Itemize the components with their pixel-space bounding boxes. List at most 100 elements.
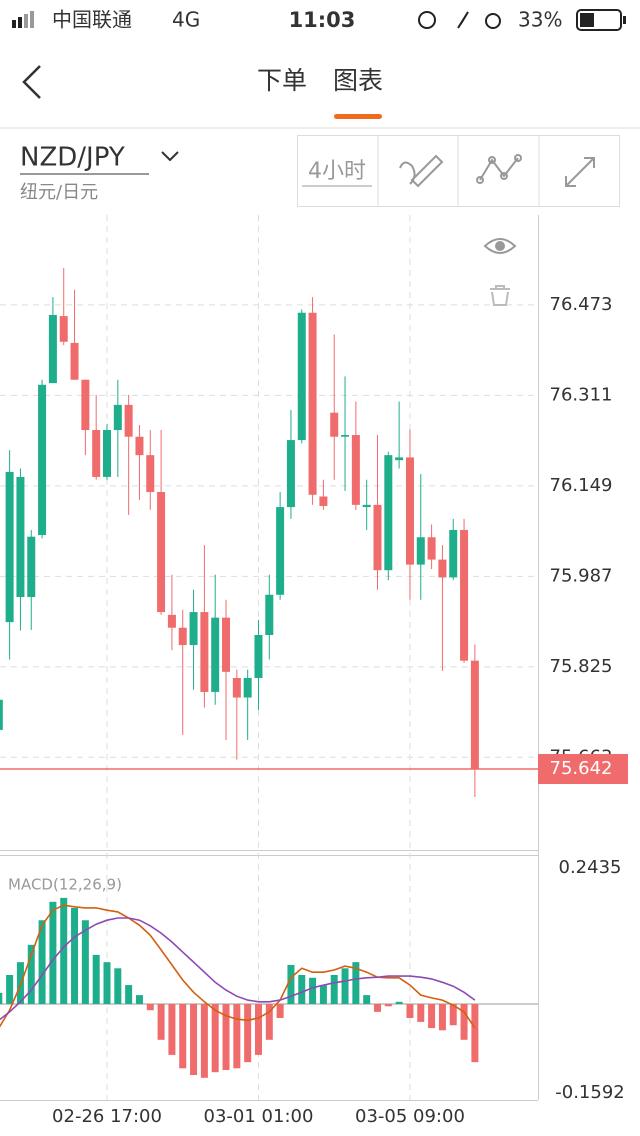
y-tick-label: 76.311 bbox=[550, 384, 613, 405]
histogram-bar bbox=[6, 974, 14, 1005]
histogram-bar bbox=[233, 1004, 241, 1069]
histogram-bar bbox=[38, 920, 46, 1005]
toolbar bbox=[297, 135, 620, 207]
candle-body bbox=[395, 457, 404, 461]
histogram-bar bbox=[384, 1004, 392, 1007]
candle-body bbox=[16, 476, 25, 598]
candle-body bbox=[178, 627, 187, 646]
candle-body bbox=[286, 440, 295, 508]
histogram-bar bbox=[428, 1004, 436, 1029]
candle-body bbox=[341, 435, 350, 437]
histogram-bar bbox=[309, 977, 317, 1005]
x-tick-label: 03-05 09:00 bbox=[355, 1106, 465, 1127]
candle-body bbox=[38, 384, 47, 536]
macd-line bbox=[0, 904, 476, 1029]
network: 4G bbox=[172, 8, 200, 32]
symbol-dropdown[interactable] bbox=[161, 151, 179, 162]
histogram-bar bbox=[374, 1004, 381, 1012]
delete-icon[interactable] bbox=[490, 285, 510, 306]
histogram-bar bbox=[49, 901, 57, 1005]
histogram-bar bbox=[103, 962, 111, 1005]
current-price-label: 75.642 bbox=[550, 758, 613, 779]
candle-body bbox=[460, 529, 469, 661]
histogram-bar bbox=[341, 968, 349, 1005]
candle-body bbox=[405, 457, 414, 565]
histogram-bar bbox=[179, 1004, 187, 1069]
candle-body bbox=[103, 430, 111, 477]
histogram-bar bbox=[92, 954, 100, 1005]
current-price-tag bbox=[538, 754, 628, 785]
histogram-bar bbox=[460, 1004, 468, 1040]
y-tick-label: 75.987 bbox=[550, 565, 613, 586]
symbol[interactable]: NZD/JPY bbox=[20, 143, 125, 173]
histogram-bar bbox=[298, 974, 306, 1005]
candle-body bbox=[0, 699, 3, 730]
candle-body bbox=[254, 634, 263, 678]
histogram-bar bbox=[211, 1004, 219, 1073]
histogram-bar bbox=[135, 995, 143, 1005]
macd-title: MACD(12,26,9) bbox=[8, 876, 122, 894]
candle-body bbox=[427, 537, 436, 560]
y-tick-label: 76.473 bbox=[550, 294, 613, 315]
histogram-bar bbox=[146, 1004, 154, 1011]
histogram-bar bbox=[27, 944, 35, 1005]
y-tick-label: 0.2435 bbox=[559, 857, 622, 878]
histogram-bar bbox=[471, 1004, 479, 1063]
histogram-bar bbox=[363, 995, 371, 1005]
clock: 11:03 bbox=[289, 8, 356, 32]
status-icons bbox=[418, 11, 501, 29]
histogram-bar bbox=[417, 1004, 425, 1022]
candle-body bbox=[113, 404, 122, 431]
timeframe[interactable]: 4小时 bbox=[308, 159, 366, 184]
histogram-bar bbox=[254, 1004, 262, 1055]
candle-body bbox=[330, 412, 339, 437]
candle-body bbox=[384, 455, 393, 571]
fullscreen-tool[interactable] bbox=[565, 157, 595, 187]
y-tick-label: 75.825 bbox=[550, 656, 613, 677]
histogram-bar bbox=[200, 1004, 208, 1078]
candle-body bbox=[211, 617, 220, 692]
candle-body bbox=[276, 507, 285, 595]
y-tick-label: 76.149 bbox=[550, 475, 613, 496]
candle-body bbox=[27, 536, 36, 598]
candle-body bbox=[243, 677, 252, 698]
histogram-bar bbox=[438, 1004, 446, 1031]
x-tick-label: 03-01 01:00 bbox=[204, 1106, 314, 1127]
candle-body bbox=[362, 504, 371, 508]
histogram-bar bbox=[81, 920, 89, 1005]
candle-body bbox=[449, 529, 458, 578]
candle-body bbox=[373, 504, 382, 571]
candle-body bbox=[265, 594, 274, 635]
histogram-bar bbox=[449, 1004, 457, 1026]
histogram-bar bbox=[395, 1001, 403, 1005]
nav-tab[interactable]: 图表 bbox=[333, 66, 383, 95]
candle-body bbox=[438, 559, 447, 578]
histogram-bar bbox=[352, 962, 360, 1005]
candle-body bbox=[135, 436, 144, 456]
histogram-bar bbox=[60, 897, 68, 1005]
candle-body bbox=[470, 660, 479, 770]
candle-body bbox=[200, 612, 209, 692]
candle-body bbox=[81, 379, 90, 431]
histogram-bar bbox=[265, 1004, 273, 1040]
active-tab-indicator bbox=[334, 114, 382, 119]
macd-line bbox=[0, 917, 476, 1021]
nav-tab[interactable]: 下单 bbox=[257, 66, 307, 95]
indicator-tool[interactable] bbox=[476, 154, 522, 184]
candle-body bbox=[222, 617, 231, 672]
histogram-bar bbox=[190, 1004, 198, 1076]
back-button[interactable] bbox=[22, 65, 41, 99]
x-tick-label: 02-26 17:00 bbox=[52, 1106, 162, 1127]
candle-body bbox=[351, 435, 360, 505]
draw-tool[interactable] bbox=[399, 154, 444, 188]
eye-icon[interactable] bbox=[483, 238, 517, 254]
chart-frame bbox=[0, 215, 539, 1101]
histogram-bar bbox=[244, 1004, 252, 1063]
candle-body bbox=[124, 404, 133, 437]
candle-body bbox=[92, 430, 101, 477]
candle-body bbox=[308, 312, 317, 495]
candle-body bbox=[167, 614, 176, 628]
candle-body bbox=[5, 471, 14, 623]
